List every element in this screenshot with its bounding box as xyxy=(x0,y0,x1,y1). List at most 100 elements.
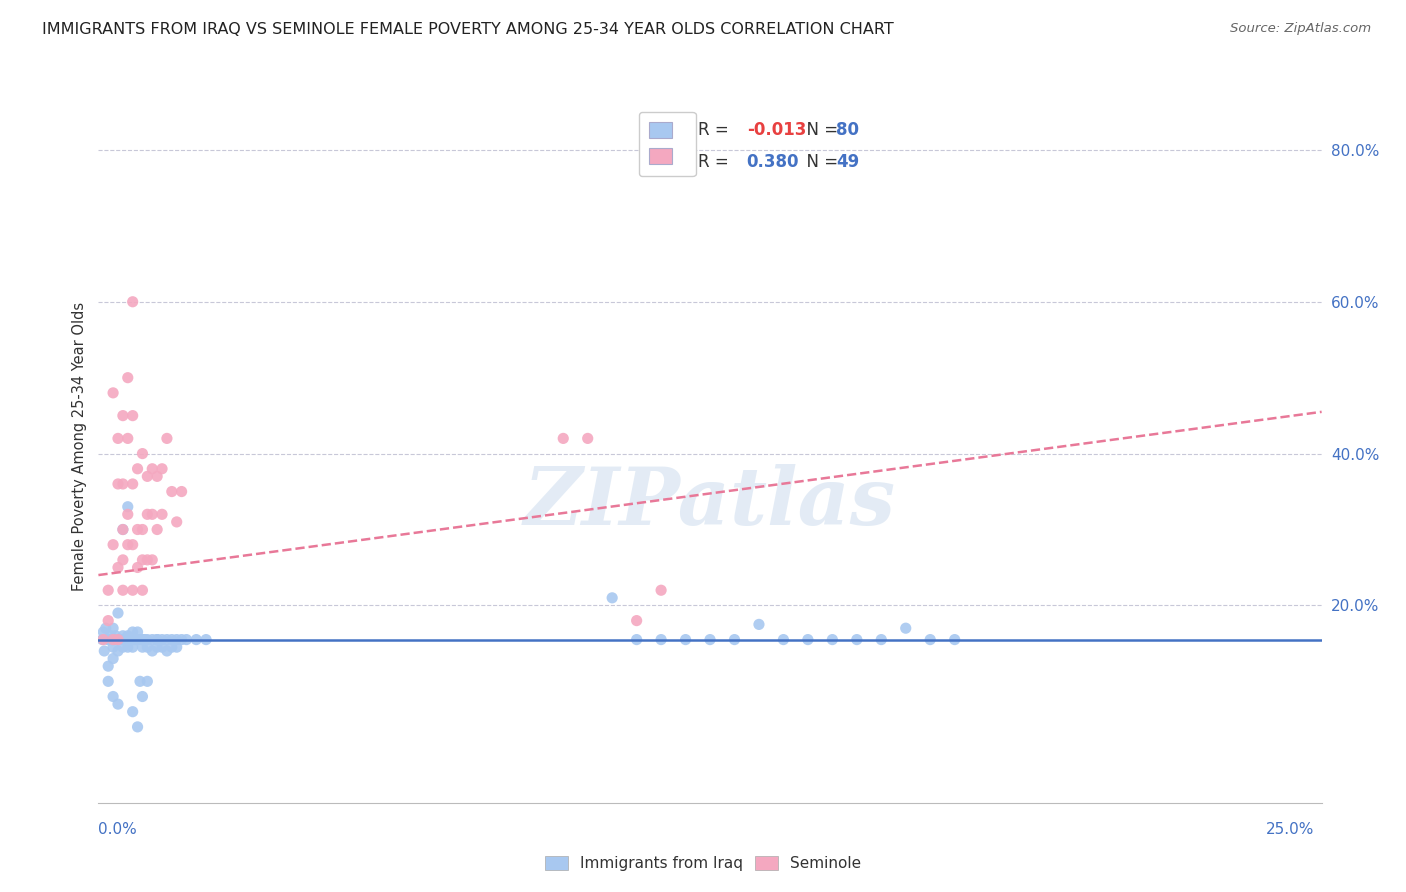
Point xyxy=(111,523,134,537)
Point xyxy=(91,632,114,647)
Point xyxy=(131,523,153,537)
Point xyxy=(131,632,153,647)
Point xyxy=(110,632,132,647)
Point xyxy=(129,674,152,689)
Point xyxy=(650,632,672,647)
Text: R =: R = xyxy=(697,121,734,139)
Point xyxy=(127,560,149,574)
Point xyxy=(111,640,134,655)
Point xyxy=(675,632,697,647)
Point xyxy=(117,629,139,643)
Point xyxy=(650,583,672,598)
Point xyxy=(166,640,188,655)
Point xyxy=(141,553,163,567)
Point xyxy=(894,621,917,635)
Text: ZIPatlas: ZIPatlas xyxy=(524,465,896,541)
Point xyxy=(195,632,218,647)
Point xyxy=(121,409,143,423)
Point xyxy=(101,651,124,665)
Text: -0.013: -0.013 xyxy=(747,121,806,139)
Point xyxy=(821,632,844,647)
Point xyxy=(101,632,124,647)
Point xyxy=(920,632,942,647)
Point xyxy=(121,640,143,655)
Point xyxy=(131,690,153,704)
Point xyxy=(723,632,745,647)
Point xyxy=(111,629,134,643)
Point xyxy=(150,632,173,647)
Point xyxy=(93,644,115,658)
Point xyxy=(136,632,159,647)
Point xyxy=(127,632,149,647)
Text: 0.380: 0.380 xyxy=(747,153,799,171)
Point xyxy=(97,632,120,647)
Point xyxy=(111,477,134,491)
Point xyxy=(111,632,134,647)
Legend: , : , xyxy=(638,112,696,176)
Point xyxy=(121,625,143,640)
Point xyxy=(127,632,149,647)
Point xyxy=(117,632,139,647)
Point xyxy=(117,370,139,384)
Point xyxy=(600,591,623,605)
Point xyxy=(131,640,153,655)
Point xyxy=(101,640,124,655)
Point xyxy=(176,632,198,647)
Point xyxy=(107,560,129,574)
Point xyxy=(160,640,183,655)
Point xyxy=(107,477,129,491)
Point xyxy=(156,431,179,445)
Text: N =: N = xyxy=(796,153,844,171)
Point xyxy=(107,606,129,620)
Point xyxy=(136,553,159,567)
Point xyxy=(141,644,163,658)
Point xyxy=(121,632,143,647)
Point xyxy=(97,583,120,598)
Point xyxy=(146,640,169,655)
Point xyxy=(156,632,179,647)
Point xyxy=(121,705,143,719)
Point xyxy=(626,632,648,647)
Point xyxy=(699,632,721,647)
Point xyxy=(553,431,575,445)
Point xyxy=(141,462,163,476)
Point xyxy=(121,477,143,491)
Point xyxy=(576,431,599,445)
Point xyxy=(101,621,124,635)
Point xyxy=(170,632,193,647)
Point xyxy=(111,409,134,423)
Point xyxy=(117,538,139,552)
Text: 80: 80 xyxy=(837,121,859,139)
Point xyxy=(160,632,183,647)
Point xyxy=(100,629,122,643)
Point xyxy=(150,640,173,655)
Point xyxy=(107,632,129,647)
Point xyxy=(117,431,139,445)
Point xyxy=(101,632,124,647)
Point xyxy=(146,632,169,647)
Text: 25.0%: 25.0% xyxy=(1267,822,1315,837)
Point xyxy=(107,644,129,658)
Point xyxy=(124,632,146,647)
Point xyxy=(97,674,120,689)
Point xyxy=(107,431,129,445)
Point xyxy=(136,508,159,522)
Point xyxy=(131,632,153,647)
Point xyxy=(97,659,120,673)
Point xyxy=(101,385,124,400)
Point xyxy=(111,523,134,537)
Point xyxy=(156,644,179,658)
Point xyxy=(97,632,120,647)
Point xyxy=(117,640,139,655)
Point xyxy=(146,469,169,483)
Point xyxy=(117,508,139,522)
Point xyxy=(120,632,142,647)
Point xyxy=(626,614,648,628)
Point xyxy=(107,697,129,711)
Y-axis label: Female Poverty Among 25-34 Year Olds: Female Poverty Among 25-34 Year Olds xyxy=(72,301,87,591)
Point xyxy=(121,294,143,309)
Point xyxy=(127,720,149,734)
Text: R =: R = xyxy=(697,153,734,171)
Point xyxy=(170,484,193,499)
Point xyxy=(845,632,868,647)
